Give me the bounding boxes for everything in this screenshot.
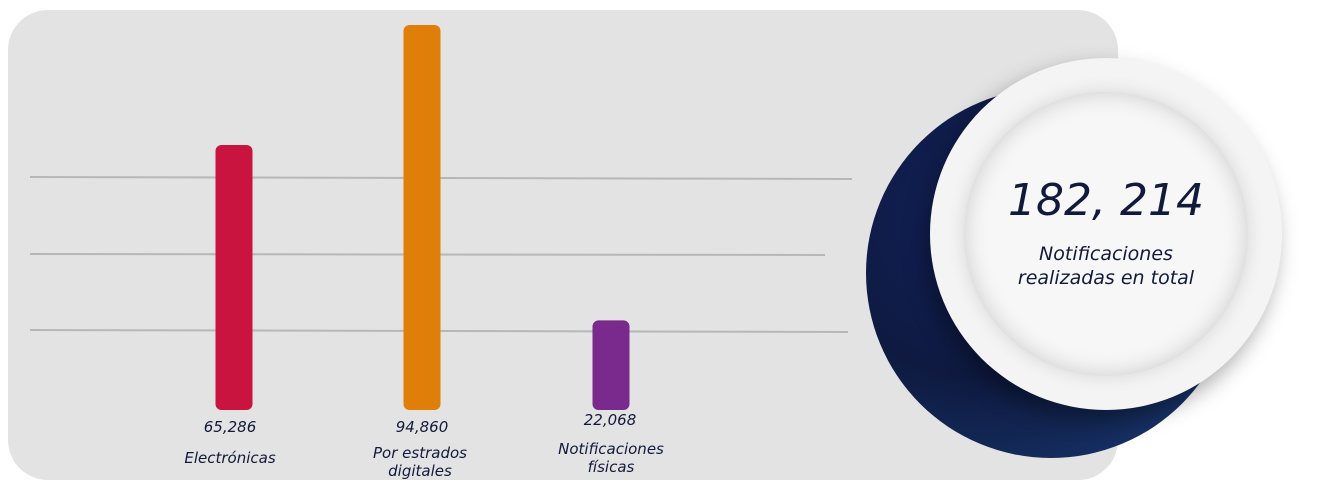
total-notifications-value: 182, 214 [1008,175,1204,226]
bar-notificaciones-fisicas [592,320,630,410]
bars-group [215,25,630,410]
value-label-fisicas: 22,068 [583,411,637,429]
category-label-electronicas: Electrónicas [184,449,276,467]
gridline-top [29,176,853,180]
value-label-electronicas: 65,286 [203,418,257,436]
bar-electronicas [215,145,253,410]
value-label-estrados: 94,860 [395,418,449,436]
bar-por-estrados-digitales [403,25,441,410]
total-notifications-label: Notificaciones realizadas en total [1017,243,1195,289]
category-label-fisicas: Notificaciones físicas [558,440,664,476]
category-label-estrados: Por estrados digitales [373,444,467,480]
white-circle-inner [964,92,1248,376]
